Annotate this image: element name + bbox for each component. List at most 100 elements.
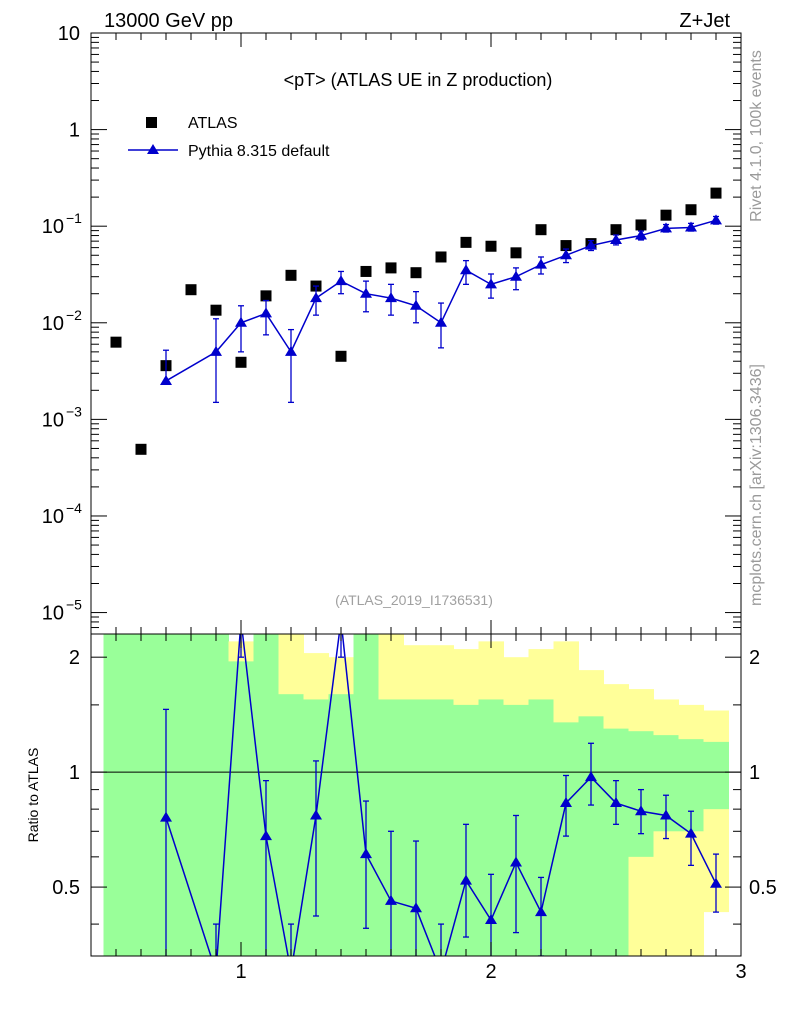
ratio-data-point: [460, 874, 472, 885]
ratio-data-point: [285, 966, 297, 976]
pythia-data-point: [260, 307, 272, 318]
ratio-y-tick-label-right: 1: [749, 762, 760, 784]
ratio-data-point: [560, 797, 572, 808]
pythia-data-point: [235, 316, 247, 327]
ratio-green-band: [228, 661, 254, 956]
main-y-tick-exponent: −2: [66, 307, 82, 323]
ratio-data-point: [310, 809, 322, 820]
atlas-data-point: [635, 219, 647, 231]
pythia-line: [165, 219, 717, 382]
ratio-x-tick-label: 3: [735, 961, 746, 983]
atlas-data-point: [610, 224, 622, 236]
ratio-y-tick-label: 2: [69, 647, 80, 669]
main-y-tick-exponent: −4: [66, 500, 82, 516]
atlas-data-point: [460, 236, 472, 248]
legend-atlas-label: ATLAS: [188, 115, 238, 132]
ratio-data-point: [685, 827, 697, 838]
atlas-data-point: [235, 356, 247, 368]
atlas-data-point: [210, 304, 222, 316]
ratio-data-point: [410, 902, 422, 913]
ratio-data-point: [510, 856, 522, 867]
ratio-y-tick-label: 0.5: [52, 877, 80, 899]
main-y-tick-exponent: −5: [66, 597, 82, 613]
main-y-tick-label: 1: [69, 120, 80, 142]
ratio-data-point: [660, 809, 672, 820]
pythia-data-point: [360, 287, 372, 298]
main-y-tick-label: 10: [42, 216, 64, 238]
pythia-data-point: [710, 214, 722, 225]
legend-pythia-label: Pythia 8.315 default: [188, 143, 330, 160]
atlas-data-point: [535, 224, 547, 236]
atlas-data-point: [685, 204, 697, 216]
pythia-data-point: [285, 345, 297, 356]
process-label: Z+Jet: [679, 10, 730, 32]
ratio-axes: 0.5 0.5 1 1 2 2 1 2 3: [52, 634, 777, 983]
pythia-data-point: [160, 374, 172, 385]
ratio-green-band: [703, 741, 729, 810]
main-y-tick-label: 10: [42, 603, 64, 625]
ratio-green-band: [428, 699, 454, 956]
ratio-green-band: [128, 634, 154, 956]
ratio-y-tick-label-right: 2: [749, 647, 760, 669]
watermark: (ATLAS_2019_I1736531): [335, 592, 493, 608]
main-y-tick-label: 10: [58, 23, 80, 45]
energy-label: 13000 GeV pp: [104, 10, 233, 32]
ratio-frame: [90, 633, 742, 957]
pythia-data-point: [335, 275, 347, 286]
atlas-data-point: [435, 251, 447, 263]
atlas-data-point: [560, 240, 572, 252]
atlas-data-point: [385, 262, 397, 274]
pythia-data-point: [460, 264, 472, 275]
main-y-tick-exponent: −1: [66, 210, 82, 226]
pythia-data-point: [510, 270, 522, 281]
ratio-y-tick-label: 1: [69, 762, 80, 784]
ratio-green-band: [203, 634, 229, 956]
pythia-data-point: [410, 299, 422, 310]
ratio-data-point: [435, 966, 447, 976]
pythia-data-point: [660, 222, 672, 233]
ratio-x-tick-label: 1: [235, 961, 246, 983]
main-y-tick-exponent: −3: [66, 403, 82, 419]
pythia-data-point: [385, 292, 397, 303]
atlas-data-point: [410, 267, 422, 279]
source-label: mcplots.cern.ch [arXiv:1306.3436]: [748, 364, 765, 606]
ratio-data-point: [385, 894, 397, 905]
ratio-data-point: [160, 811, 172, 822]
pythia-data-point: [685, 221, 697, 232]
main-y-tick-label: 10: [42, 313, 64, 335]
ratio-green-band: [603, 728, 629, 956]
ratio-data-point: [335, 614, 347, 624]
main-y-tick-label: 10: [42, 409, 64, 431]
ratio-data-point: [585, 771, 597, 782]
main-series: [110, 187, 722, 455]
pythia-data-point: [635, 229, 647, 240]
pythia-data-point: [310, 292, 322, 303]
atlas-data-point: [135, 443, 147, 455]
ratio-green-band: [553, 722, 579, 956]
atlas-data-point: [110, 336, 122, 348]
pythia-data-point: [585, 239, 597, 250]
rivet-label: Rivet 4.1.0, 100k events: [748, 50, 765, 222]
pythia-data-point: [610, 233, 622, 244]
main-panel: <pT> (ATLAS UE in Z production) (ATLAS_2…: [42, 23, 742, 635]
ratio-data-point: [260, 830, 272, 841]
atlas-data-point: [260, 290, 272, 302]
ratio-x-tick-label: 2: [485, 961, 496, 983]
chart-title: <pT> (ATLAS UE in Z production): [284, 70, 553, 90]
pythia-data-point: [210, 345, 222, 356]
ratio-panel: 0.5 0.5 1 1 2 2 1 2 3 Ratio to ATLAS: [25, 614, 777, 983]
ratio-line: [165, 634, 717, 956]
pythia-data-point: [485, 278, 497, 289]
atlas-data-point: [510, 247, 522, 259]
ratio-data-point: [610, 797, 622, 808]
pythia-data-point: [435, 316, 447, 327]
atlas-data-point: [660, 209, 672, 221]
legend: ATLAS Pythia 8.315 default: [128, 115, 330, 160]
pythia-data-point: [535, 258, 547, 269]
atlas-data-point: [335, 350, 347, 362]
atlas-data-point: [485, 240, 497, 252]
ratio-y-tick-label-right: 0.5: [749, 877, 777, 899]
ratio-data-point: [210, 966, 222, 976]
